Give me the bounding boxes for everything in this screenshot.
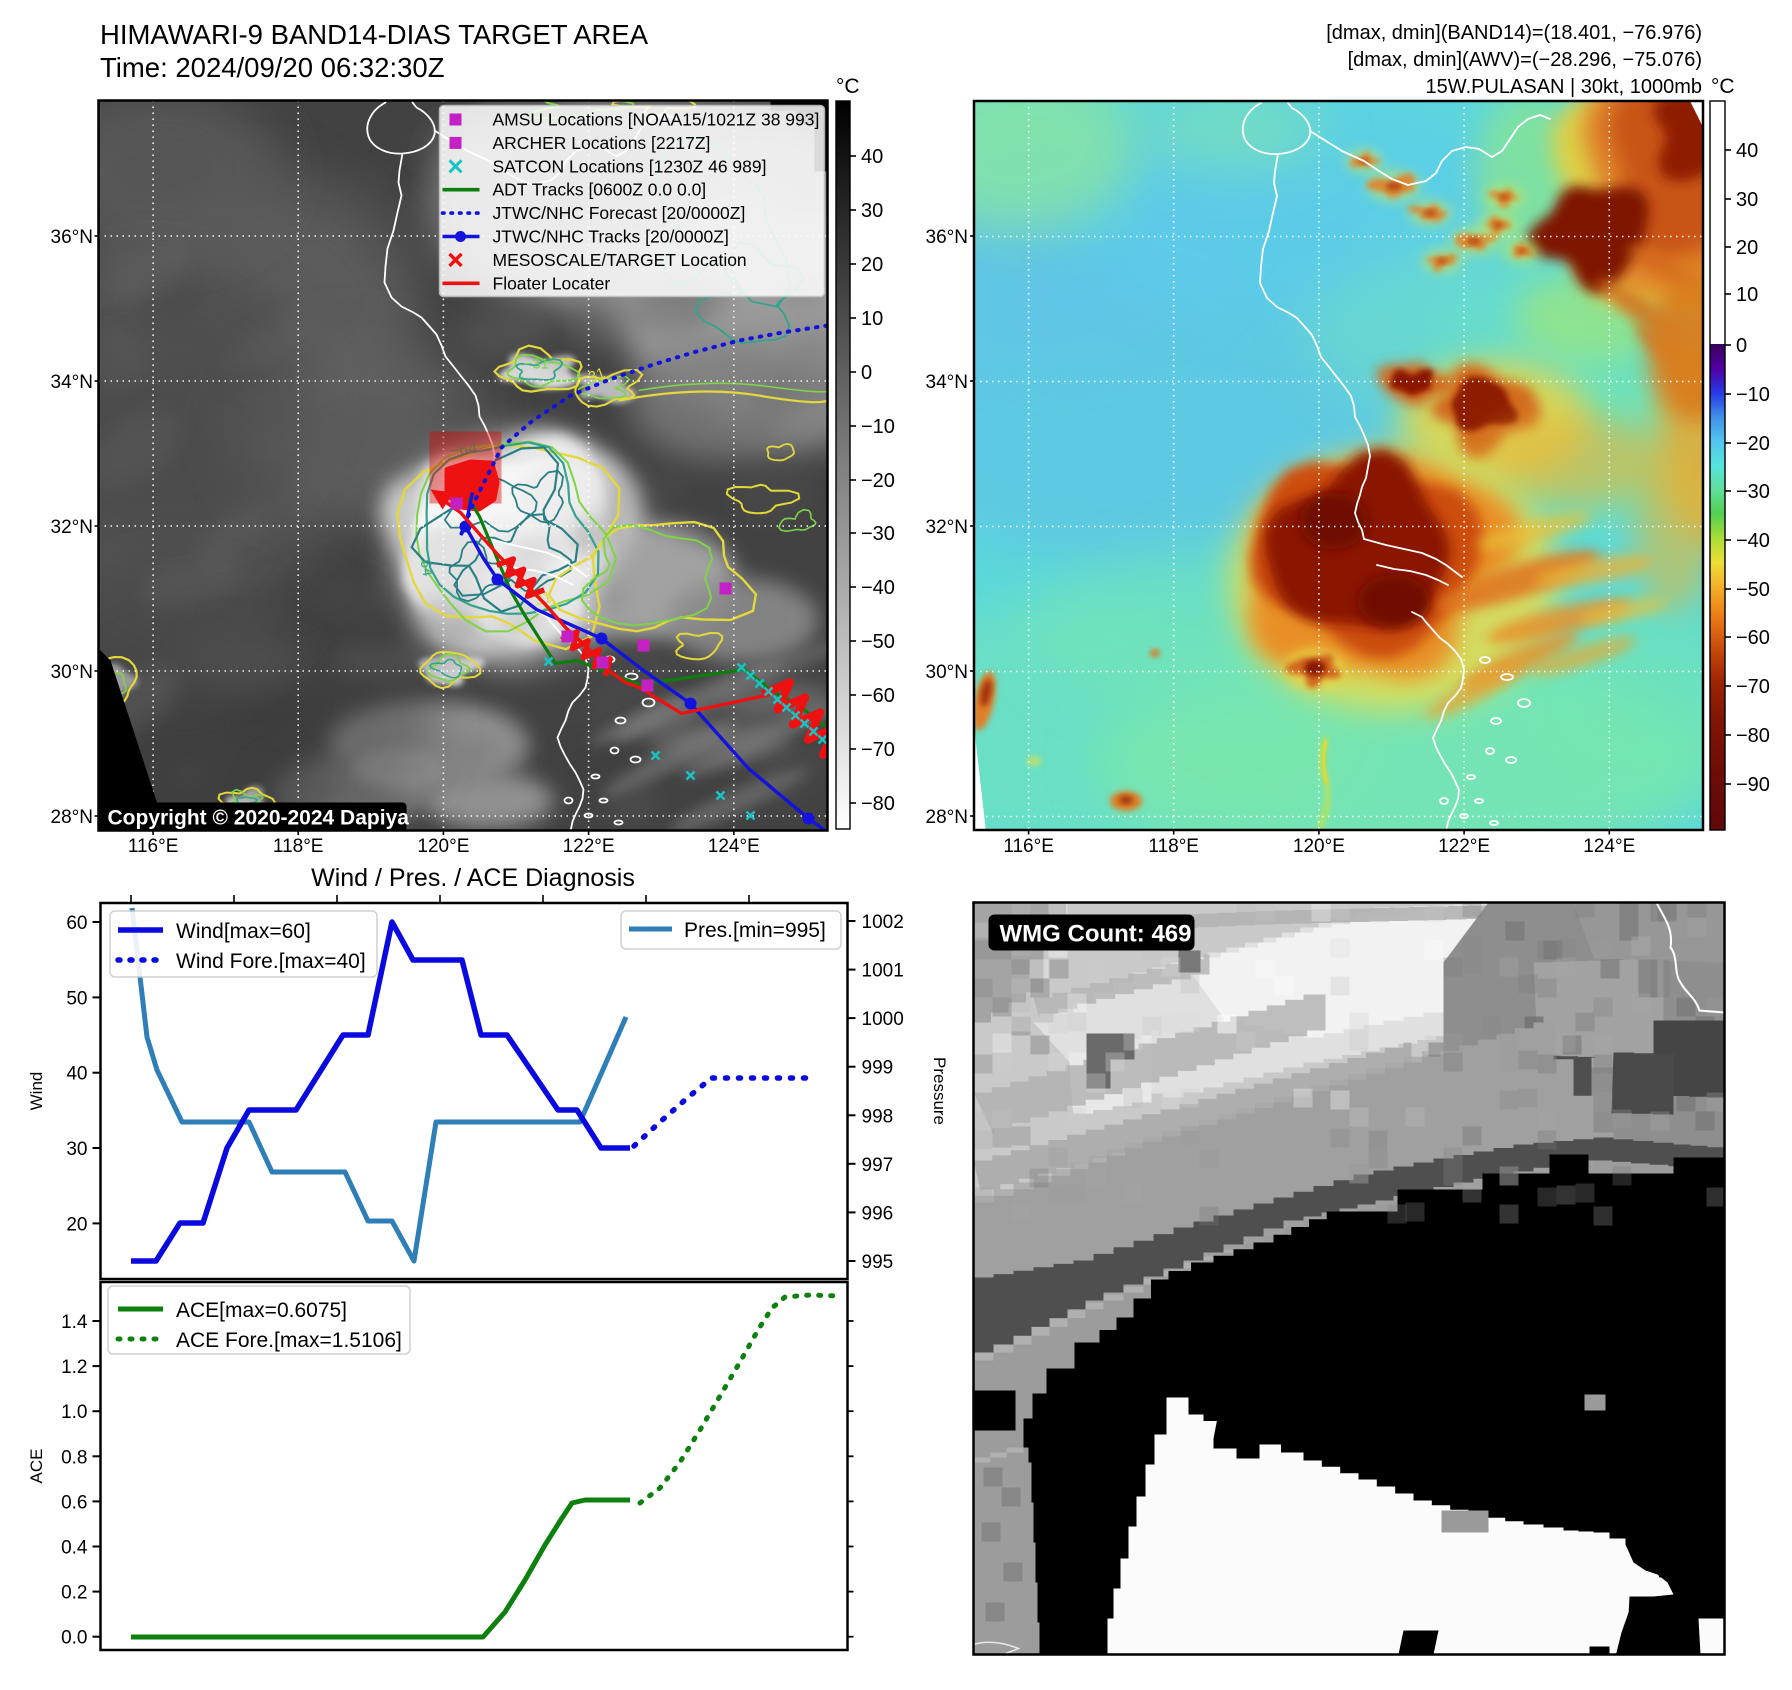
- svg-text:°C: °C: [836, 75, 860, 98]
- svg-text:−80: −80: [861, 793, 895, 815]
- svg-text:0.6: 0.6: [61, 1492, 87, 1513]
- svg-text:ACE Fore.[max=1.5106]: ACE Fore.[max=1.5106]: [176, 1329, 402, 1352]
- svg-text:ADT Tracks [0600Z 0.0 0.0]: ADT Tracks [0600Z 0.0 0.0]: [493, 180, 707, 200]
- svg-text:32°N: 32°N: [51, 517, 93, 538]
- svg-text:34°N: 34°N: [926, 372, 968, 393]
- svg-text:0.0: 0.0: [61, 1628, 87, 1649]
- svg-text:−50: −50: [1736, 579, 1770, 601]
- svg-text:−64: −64: [449, 440, 478, 461]
- svg-text:124°E: 124°E: [708, 836, 760, 857]
- svg-text:10: 10: [1736, 284, 1758, 306]
- svg-text:Copyright © 2020-2024 Dapiya: Copyright © 2020-2024 Dapiya: [108, 807, 410, 830]
- svg-text:−70: −70: [861, 739, 895, 761]
- svg-text:20: 20: [1736, 237, 1758, 259]
- svg-text:36°N: 36°N: [51, 227, 93, 248]
- svg-text:15W.PULASAN | 30kt, 1000mb: 15W.PULASAN | 30kt, 1000mb: [1426, 76, 1702, 98]
- svg-text:40: 40: [1736, 140, 1758, 162]
- svg-text:20: 20: [861, 254, 883, 276]
- svg-text:28°N: 28°N: [926, 807, 968, 828]
- svg-text:−50: −50: [861, 631, 895, 653]
- svg-text:40: 40: [66, 1064, 87, 1085]
- svg-text:1.2: 1.2: [61, 1357, 87, 1378]
- svg-text:−90: −90: [1736, 774, 1770, 796]
- svg-text:[dmax, dmin](BAND14)=(18.401,: [dmax, dmin](BAND14)=(18.401, −76.976): [1326, 22, 1702, 44]
- svg-text:30: 30: [66, 1139, 87, 1160]
- svg-text:Time: 2024/09/20 06:32:30Z: Time: 2024/09/20 06:32:30Z: [100, 52, 445, 83]
- svg-text:Pres.[min=995]: Pres.[min=995]: [684, 919, 826, 942]
- svg-text:0.2: 0.2: [61, 1583, 87, 1604]
- svg-text:1.4: 1.4: [61, 1312, 88, 1333]
- svg-text:−20: −20: [861, 470, 895, 492]
- svg-text:120°E: 120°E: [417, 836, 469, 857]
- svg-text:ACE[max=0.6075]: ACE[max=0.6075]: [176, 1299, 347, 1322]
- svg-text:−10: −10: [861, 416, 895, 438]
- svg-text:118°E: 118°E: [1148, 836, 1199, 857]
- svg-text:124°E: 124°E: [1583, 836, 1635, 857]
- svg-text:122°E: 122°E: [1438, 836, 1490, 857]
- svg-text:0.4: 0.4: [61, 1538, 88, 1559]
- svg-text:SATCON Locations [1230Z 46 989: SATCON Locations [1230Z 46 989]: [493, 156, 767, 176]
- svg-text:−70: −70: [1736, 676, 1770, 698]
- svg-text:122°E: 122°E: [563, 836, 615, 857]
- svg-text:−40: −40: [861, 577, 895, 599]
- svg-text:−31: −31: [524, 356, 549, 373]
- svg-text:−10: −10: [1736, 384, 1770, 406]
- svg-text:−60: −60: [861, 685, 895, 707]
- svg-text:999: 999: [862, 1058, 894, 1079]
- svg-text:−30: −30: [1736, 481, 1770, 503]
- svg-text:1.0: 1.0: [61, 1402, 87, 1423]
- svg-text:ARCHER Locations [2217Z]: ARCHER Locations [2217Z]: [493, 133, 711, 153]
- svg-text:34°N: 34°N: [51, 372, 93, 393]
- svg-text:997: 997: [862, 1155, 894, 1176]
- svg-text:30°N: 30°N: [51, 662, 93, 683]
- svg-text:32°N: 32°N: [926, 517, 968, 538]
- svg-text:ACE: ACE: [27, 1449, 46, 1484]
- svg-text:1002: 1002: [862, 912, 904, 933]
- svg-text:40: 40: [861, 146, 883, 168]
- svg-text:64: 64: [417, 558, 437, 577]
- svg-text:50: 50: [66, 988, 87, 1009]
- svg-text:MESOSCALE/TARGET Location: MESOSCALE/TARGET Location: [493, 250, 747, 270]
- svg-text:−80: −80: [1736, 725, 1770, 747]
- svg-text:Wind / Pres. / ACE Diagnosis: Wind / Pres. / ACE Diagnosis: [311, 864, 635, 892]
- svg-text:28°N: 28°N: [51, 807, 93, 828]
- svg-text:Floater Locater: Floater Locater: [493, 273, 611, 293]
- svg-text:996: 996: [862, 1203, 894, 1224]
- svg-text:AMSU Locations [NOAA15/1021Z 3: AMSU Locations [NOAA15/1021Z 38 993]: [493, 110, 820, 130]
- svg-text:Pressure: Pressure: [930, 1057, 949, 1125]
- svg-text:116°E: 116°E: [1003, 836, 1054, 857]
- svg-text:Wind: Wind: [27, 1072, 46, 1111]
- svg-text:1000: 1000: [862, 1009, 904, 1030]
- svg-text:116°E: 116°E: [128, 836, 179, 857]
- svg-text:HIMAWARI-9 BAND14-DIAS TARGET: HIMAWARI-9 BAND14-DIAS TARGET AREA: [100, 19, 649, 50]
- svg-text:10: 10: [861, 308, 883, 330]
- svg-text:118°E: 118°E: [273, 836, 324, 857]
- svg-text:−60: −60: [1736, 627, 1770, 649]
- svg-text:−20: −20: [1736, 433, 1770, 455]
- svg-text:−30: −30: [861, 523, 895, 545]
- svg-text:[dmax, dmin](AWV)=(−28.296, −7: [dmax, dmin](AWV)=(−28.296, −75.076): [1348, 49, 1702, 71]
- svg-text:JTWC/NHC Tracks [20/0000Z]: JTWC/NHC Tracks [20/0000Z]: [493, 227, 729, 247]
- svg-text:1001: 1001: [862, 961, 904, 982]
- svg-text:0: 0: [1736, 335, 1747, 357]
- svg-text:30: 30: [861, 200, 883, 222]
- svg-text:30°N: 30°N: [926, 662, 968, 683]
- svg-text:995: 995: [862, 1252, 894, 1273]
- svg-text:0: 0: [861, 362, 872, 384]
- svg-text:36°N: 36°N: [926, 227, 968, 248]
- svg-text:998: 998: [862, 1106, 894, 1127]
- svg-text:−40: −40: [1736, 530, 1770, 552]
- svg-text:0.8: 0.8: [61, 1447, 87, 1468]
- svg-text:Wind Fore.[max=40]: Wind Fore.[max=40]: [176, 950, 366, 973]
- svg-text:60: 60: [66, 913, 87, 934]
- svg-text:20: 20: [66, 1214, 87, 1235]
- svg-text:30: 30: [1736, 189, 1758, 211]
- svg-text:°C: °C: [1711, 75, 1735, 98]
- svg-text:120°E: 120°E: [1293, 836, 1345, 857]
- svg-text:Wind[max=60]: Wind[max=60]: [176, 920, 311, 943]
- svg-text:JTWC/NHC Forecast [20/0000Z]: JTWC/NHC Forecast [20/0000Z]: [493, 203, 746, 223]
- svg-text:WMG Count: 469: WMG Count: 469: [1000, 921, 1192, 948]
